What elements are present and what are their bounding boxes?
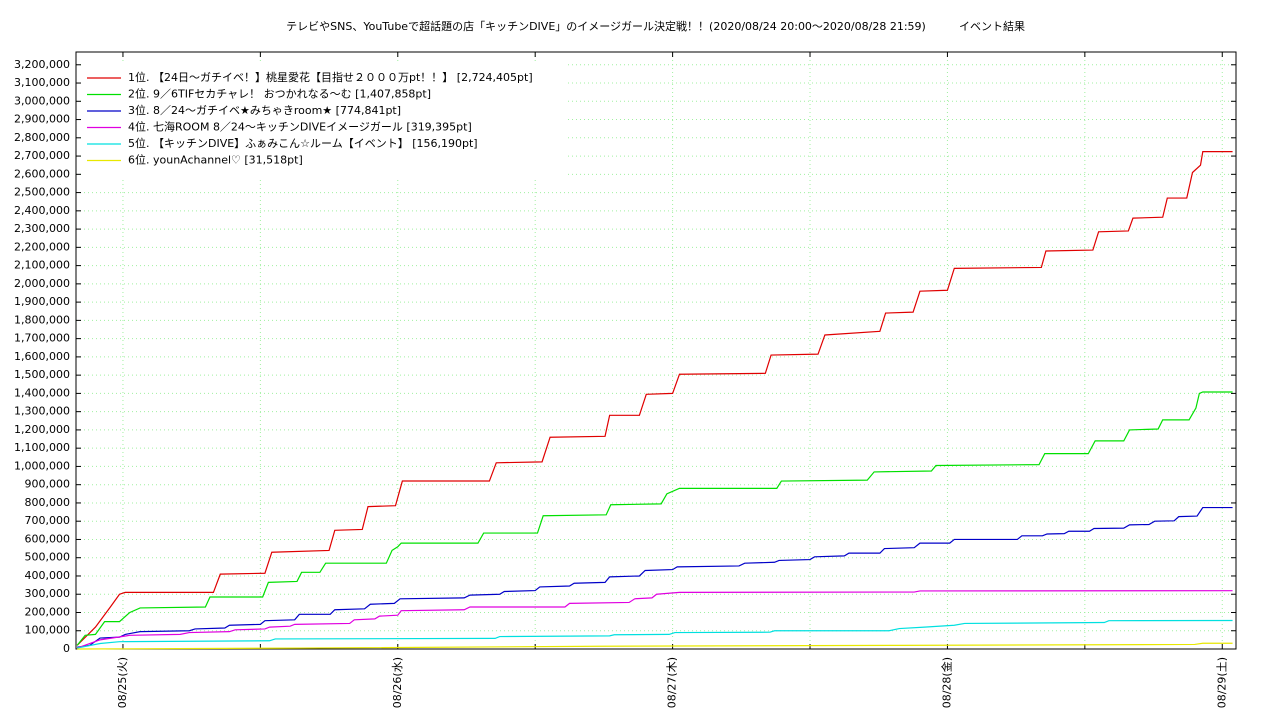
y-tick-label: 1,900,000 [14, 295, 70, 308]
x-tick-label: 08/29(土) [1215, 657, 1228, 708]
x-tick-label: 08/25(火) [116, 657, 129, 708]
y-tick-label: 1,600,000 [14, 350, 70, 363]
y-tick-label: 2,700,000 [14, 149, 70, 162]
y-tick-label: 1,300,000 [14, 405, 70, 418]
y-tick-label: 3,000,000 [14, 94, 70, 107]
legend-label: 1位. 【24日〜ガチイベ！】桃星愛花【目指せ２０００万pt！！】 [2,724… [128, 70, 533, 84]
y-tick-label: 0 [63, 642, 70, 655]
legend-label: 5位. 【キッチンDIVE】ふぁみこん☆ルーム【イベント】 [156,190pt… [128, 136, 478, 150]
chart-title: テレビやSNS、YouTubeで超話題の店「キッチンDIVE」のイメージガール決… [286, 19, 926, 33]
y-tick-label: 200,000 [25, 605, 71, 618]
series-line [76, 391, 1233, 646]
legend-label: 3位. 8／24〜ガチイベ★みちゃきroom★ [774,841pt] [128, 103, 401, 117]
series-line [77, 619, 1233, 649]
x-tick-label: 08/27(木) [666, 657, 679, 708]
y-tick-label: 3,100,000 [14, 76, 70, 89]
series-line [77, 642, 1233, 650]
series-line [77, 506, 1233, 648]
y-tick-label: 2,000,000 [14, 277, 70, 290]
y-tick-label: 2,300,000 [14, 222, 70, 235]
y-tick-label: 800,000 [25, 496, 71, 509]
y-tick-label: 900,000 [25, 478, 71, 491]
y-tick-label: 700,000 [25, 514, 71, 527]
y-tick-label: 3,200,000 [14, 58, 70, 71]
y-tick-label: 2,800,000 [14, 131, 70, 144]
y-tick-label: 1,000,000 [14, 459, 70, 472]
y-tick-label: 1,500,000 [14, 368, 70, 381]
x-tick-label: 08/28(金) [939, 657, 953, 708]
y-tick-label: 1,700,000 [14, 332, 70, 345]
y-tick-label: 2,900,000 [14, 113, 70, 126]
y-tick-label: 2,400,000 [14, 204, 70, 217]
y-tick-label: 1,200,000 [14, 423, 70, 436]
y-tick-label: 600,000 [25, 532, 71, 545]
y-tick-label: 2,600,000 [14, 167, 70, 180]
y-tick-label: 100,000 [25, 624, 71, 637]
series-line [76, 590, 1233, 649]
y-tick-label: 500,000 [25, 551, 71, 564]
y-tick-label: 2,200,000 [14, 240, 70, 253]
y-tick-label: 1,400,000 [14, 386, 70, 399]
y-tick-label: 2,100,000 [14, 259, 70, 272]
legend-label: 6位. younAchannel♡ [31,518pt] [128, 153, 303, 167]
legend-box [83, 62, 567, 178]
legend-label: 2位. 9／6TIFセカチャレ！ おつかれなる〜む [1,407,858pt] [128, 87, 431, 101]
legend-label: 4位. 七海ROOM 8／24〜キッチンDIVEイメージガール [319,395… [128, 120, 472, 134]
chart-subtitle: イベント結果 [959, 19, 1025, 33]
x-tick-label: 08/26(水) [391, 657, 404, 708]
series-line [76, 151, 1233, 646]
y-tick-label: 1,100,000 [14, 441, 70, 454]
y-tick-label: 2,500,000 [14, 186, 70, 199]
y-tick-label: 1,800,000 [14, 313, 70, 326]
plot-frame [75, 51, 1237, 650]
y-tick-label: 300,000 [25, 587, 71, 600]
y-tick-label: 400,000 [25, 569, 71, 582]
